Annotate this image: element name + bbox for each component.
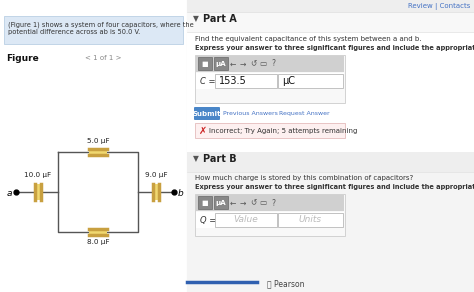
Text: < 1 of 1 >: < 1 of 1 >	[85, 55, 121, 61]
Bar	[187, 152, 474, 172]
Text: ↺: ↺	[250, 60, 256, 69]
Bar	[198, 196, 212, 209]
Text: 9.0 μF: 9.0 μF	[145, 172, 167, 178]
Bar	[35, 184, 41, 200]
Text: ←: ←	[230, 199, 236, 208]
Text: ←: ←	[230, 60, 236, 69]
Text: 8.0 μF: 8.0 μF	[87, 239, 109, 245]
Text: a: a	[7, 189, 12, 197]
Bar	[187, 12, 474, 152]
Bar	[89, 229, 107, 235]
Text: Review | Contacts: Review | Contacts	[408, 4, 470, 11]
Text: 10.0 μF: 10.0 μF	[25, 172, 52, 178]
Text: Submit: Submit	[193, 110, 221, 117]
Bar	[187, 152, 474, 292]
Bar	[0, 0, 187, 292]
Text: Previous Answers: Previous Answers	[223, 111, 278, 116]
Text: C =: C =	[200, 77, 216, 86]
Text: potential difference across ab is 50.0 V.: potential difference across ab is 50.0 V…	[8, 29, 140, 35]
Text: Figure: Figure	[6, 54, 39, 63]
Bar	[278, 74, 343, 88]
Bar	[215, 213, 277, 227]
Bar	[195, 55, 345, 103]
Text: ▼: ▼	[193, 154, 199, 163]
Bar	[187, 0, 474, 292]
Text: ■: ■	[202, 200, 208, 206]
Bar	[196, 195, 344, 211]
Bar	[187, 12, 474, 32]
Text: Q =: Q =	[200, 215, 216, 225]
Text: ▭: ▭	[259, 199, 266, 208]
Bar	[278, 213, 343, 227]
Text: ▼: ▼	[193, 14, 199, 23]
Text: Value: Value	[234, 215, 258, 225]
FancyBboxPatch shape	[194, 107, 220, 120]
Text: Request Answer: Request Answer	[279, 111, 329, 116]
Text: ?: ?	[271, 199, 275, 208]
Text: ✗: ✗	[199, 126, 207, 135]
Text: →: →	[240, 199, 246, 208]
Text: Part A: Part A	[203, 14, 237, 24]
Text: µA: µA	[216, 61, 226, 67]
Bar	[215, 74, 277, 88]
Text: How much charge is stored by this combination of capacitors?: How much charge is stored by this combin…	[195, 175, 413, 181]
Text: μC: μC	[282, 76, 295, 86]
Bar	[214, 196, 228, 209]
Text: Express your answer to three significant figures and include the appropriate uni: Express your answer to three significant…	[195, 184, 474, 190]
Bar	[196, 73, 344, 89]
Bar	[153, 184, 159, 200]
Bar	[187, 0, 474, 12]
Text: Part B: Part B	[203, 154, 237, 164]
Text: 5.0 μF: 5.0 μF	[87, 138, 109, 144]
Bar	[195, 123, 345, 138]
Bar	[196, 56, 344, 72]
Bar	[196, 212, 344, 228]
Bar	[89, 149, 107, 155]
Text: ↺: ↺	[250, 199, 256, 208]
Text: b: b	[178, 189, 184, 197]
Text: Incorrect; Try Again; 5 attempts remaining: Incorrect; Try Again; 5 attempts remaini…	[209, 128, 357, 133]
Text: µA: µA	[216, 200, 226, 206]
Text: ▭: ▭	[259, 60, 266, 69]
Text: ■: ■	[202, 61, 208, 67]
Text: Find the equivalent capacitance of this system between a and b.: Find the equivalent capacitance of this …	[195, 36, 421, 42]
Text: Express your answer to three significant figures and include the appropriate uni: Express your answer to three significant…	[195, 45, 474, 51]
Text: ⓪ Pearson: ⓪ Pearson	[267, 279, 304, 288]
Text: (Figure 1) shows a system of four capacitors, where the: (Figure 1) shows a system of four capaci…	[8, 21, 194, 27]
Bar	[4, 16, 183, 44]
Bar	[195, 194, 345, 236]
Bar	[214, 57, 228, 70]
Text: Units: Units	[299, 215, 321, 225]
Bar	[198, 57, 212, 70]
Text: →: →	[240, 60, 246, 69]
Text: ?: ?	[271, 60, 275, 69]
Text: 153.5: 153.5	[219, 76, 247, 86]
